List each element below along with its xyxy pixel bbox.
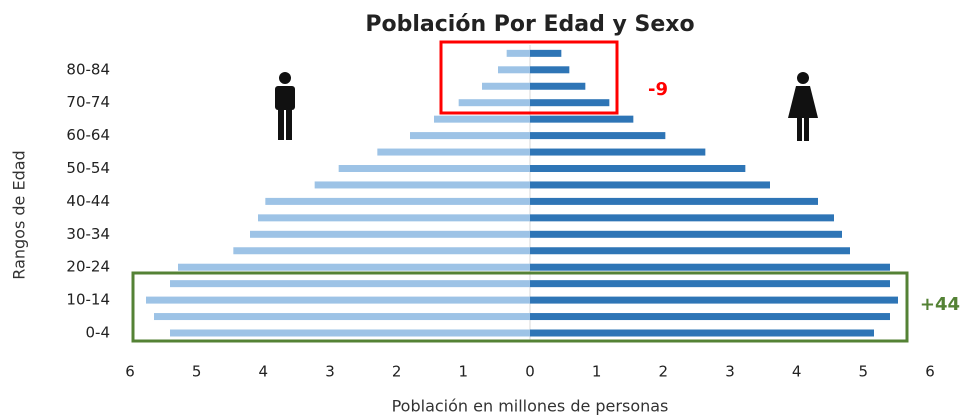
y-tick-label: 70-74	[66, 93, 110, 111]
bar	[434, 115, 530, 123]
y-tick-label: 20-24	[66, 258, 110, 276]
highlight-box	[439, 40, 619, 115]
bar	[146, 296, 530, 304]
bar	[338, 165, 530, 172]
bar	[530, 247, 850, 255]
bar	[530, 313, 890, 321]
male-icon	[275, 72, 295, 140]
bar	[530, 49, 562, 57]
x-tick-label: 1	[592, 363, 602, 381]
bar	[506, 49, 530, 57]
x-tick-label: 2	[392, 363, 402, 381]
bar	[530, 214, 834, 222]
x-tick-label: 6	[125, 363, 135, 381]
x-tick-label: 5	[859, 363, 869, 381]
y-tick-label: 60-64	[66, 126, 110, 144]
bar	[250, 230, 530, 238]
bar	[530, 148, 706, 156]
y-tick-label: 40-44	[66, 192, 110, 210]
bar	[530, 132, 666, 140]
bar	[233, 247, 531, 255]
bar	[377, 148, 530, 156]
bar	[314, 181, 530, 189]
bar	[410, 132, 530, 140]
bar	[530, 197, 818, 205]
x-tick-label: 4	[259, 363, 269, 381]
bar	[530, 115, 634, 123]
bar	[530, 263, 890, 271]
x-tick-label: 5	[192, 363, 202, 381]
x-tick-label: 4	[792, 363, 802, 381]
bar	[482, 82, 530, 90]
x-tick-label: 2	[659, 363, 669, 381]
bar	[265, 197, 530, 205]
x-tick-label: 1	[459, 363, 469, 381]
female-icon	[788, 72, 818, 141]
bar	[258, 214, 530, 222]
y-tick-label: 0-4	[86, 324, 111, 342]
bar	[170, 280, 530, 288]
bar	[170, 329, 530, 337]
bar	[530, 296, 898, 304]
x-tick-label: 6	[925, 363, 935, 381]
x-axis-label: Población en millones de personas	[392, 397, 669, 416]
y-tick-label: 30-34	[66, 225, 110, 243]
y-axis-label: Rangos de Edad	[10, 150, 29, 279]
bar	[530, 181, 770, 189]
bar	[530, 66, 570, 74]
bar	[178, 263, 530, 271]
x-tick-label: 3	[325, 363, 335, 381]
y-tick-label: 80-84	[66, 60, 110, 78]
chart-title: Población Por Edad y Sexo	[365, 12, 694, 37]
bar	[530, 230, 842, 238]
x-tick-label: 3	[725, 363, 735, 381]
bar	[458, 99, 530, 107]
x-tick-label: 0	[525, 363, 535, 381]
bar	[530, 280, 890, 288]
highlight-box	[131, 271, 909, 343]
bar	[154, 313, 530, 321]
bar	[530, 82, 586, 90]
y-tick-label: 50-54	[66, 159, 110, 177]
y-tick-label: 10-14	[66, 291, 110, 309]
annotation: +44	[920, 294, 960, 315]
bar	[530, 329, 874, 337]
bar	[530, 99, 610, 107]
bar	[530, 165, 746, 172]
annotation: -9	[648, 79, 668, 100]
bar	[498, 66, 530, 74]
